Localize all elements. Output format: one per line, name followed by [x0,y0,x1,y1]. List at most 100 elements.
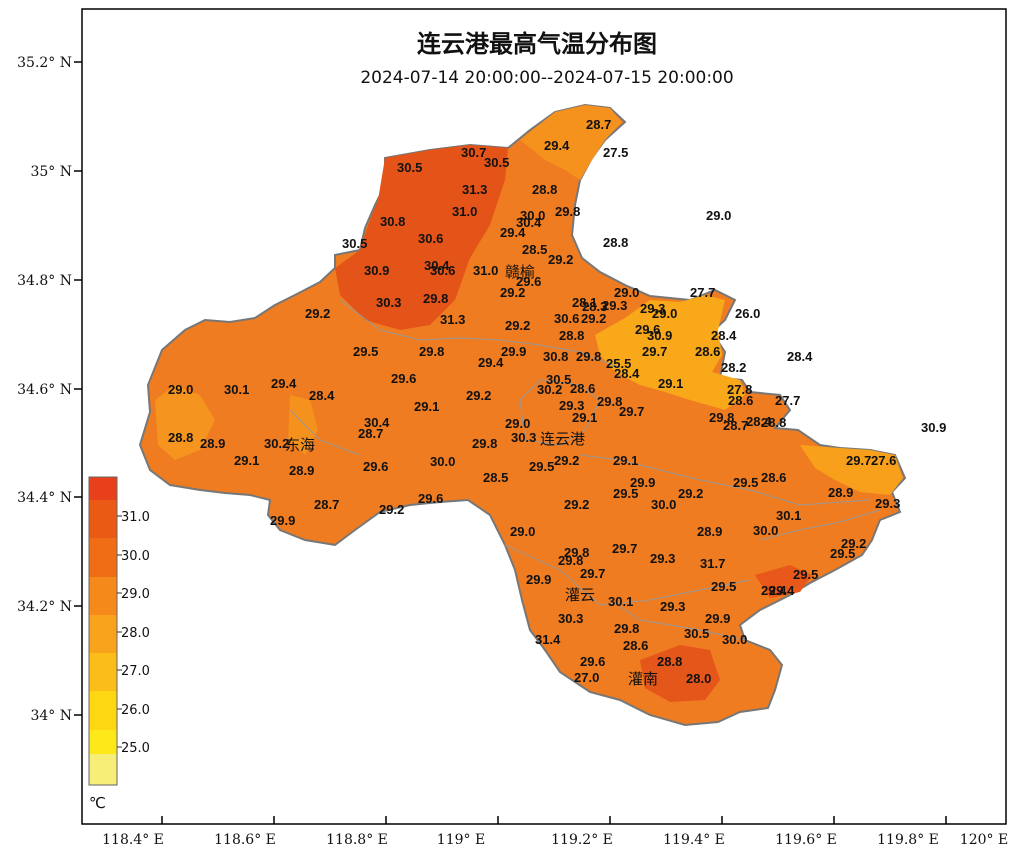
station-value: 29.4 [271,376,297,391]
legend-label: 26.0 [121,703,150,718]
station-value: 29.0 [505,416,530,431]
station-value: 27.6 [871,453,896,468]
legend-swatch [89,730,117,754]
station-value: 29.6 [363,459,388,474]
map-title: 连云港最高气温分布图 [417,30,657,58]
station-value: 29.9 [270,513,295,528]
lon-tick-label: 120° E [960,832,1008,848]
station-value: 27.8 [727,382,752,397]
station-value: 28.8 [603,235,628,250]
station-value: 28.3 [582,299,607,314]
city-label-donghai: 东海 [285,436,315,454]
station-value: 29.2 [564,497,589,512]
lon-tick-label: 119° E [437,832,485,848]
lat-tick-label: 34° N [30,708,72,724]
legend-label: 31.0 [121,510,150,525]
station-value: 28.6 [570,381,595,396]
station-value: 29.3 [875,496,900,511]
station-value: 27.0 [574,670,599,685]
station-value: 28.8 [559,328,584,343]
cool-patch-north [520,105,622,180]
legend-swatch [89,653,117,691]
station-value: 25.5 [606,356,631,371]
station-value: 30.8 [380,214,405,229]
station-value: 27.5 [603,145,628,160]
station-value: 29.7 [619,404,644,419]
city-label-guanyun: 灌云 [565,586,595,604]
station-value: 29.9 [526,572,551,587]
station-value: 30.4 [364,415,390,430]
station-value: 29.8 [597,394,622,409]
station-value: 28.6 [761,470,786,485]
station-value: 29.5 [830,546,855,561]
station-value: 26.0 [735,306,760,321]
station-value: 28.4 [309,388,335,403]
station-value: 29.8 [576,349,601,364]
lon-tick-label: 119.4° E [663,832,725,848]
legend-swatch [89,500,117,538]
station-value: 29.8 [419,344,444,359]
station-value: 29.2 [548,252,573,267]
lat-axis: 35.2° N 35° N 34.8° N 34.6° N 34.4° N 34… [17,55,82,724]
station-value: 29.8 [472,436,497,451]
color-legend: 31.0 30.0 29.0 28.0 27.0 26.0 25.0 ℃ [88,476,150,812]
station-value: 28.7 [586,117,611,132]
map-frame [81,8,1007,825]
legend-label: 27.0 [121,664,150,679]
city-label-lianyungang: 连云港 [540,430,585,448]
station-value: 30.3 [376,295,401,310]
legend-swatch [89,477,117,500]
station-value: 30.3 [558,611,583,626]
station-value: 27.7 [690,285,715,300]
station-value: 29.1 [613,453,638,468]
station-value: 29.4 [500,225,526,240]
station-value: 29.6 [635,322,660,337]
lon-tick-label: 119.8° E [877,832,939,848]
station-value: 30.9 [364,263,389,278]
station-value: 28.0 [686,671,711,686]
station-value: 30.0 [430,454,455,469]
legend-swatch [89,615,117,653]
station-value: 28.5 [522,242,547,257]
legend-swatch [89,754,117,785]
station-value: 29.5 [733,475,758,490]
legend-label: 28.0 [121,626,150,641]
station-value: 30.9 [647,328,672,343]
station-value: 29.9 [501,344,526,359]
station-value: 28.4 [711,328,737,343]
lon-tick-label: 118.8° E [326,832,388,848]
city-label-ganyu: 赣榆 [505,263,535,281]
station-value: 29.7 [580,566,605,581]
station-value: 29.5 [613,486,638,501]
station-value: 30.9 [921,420,946,435]
station-value: 30.2 [264,436,289,451]
station-value: 30.1 [776,508,801,523]
station-value: 29.7 [846,453,871,468]
legend-swatch [89,538,117,577]
station-value: 28.5 [483,470,508,485]
station-value: 28.4 [614,366,640,381]
county-boundaries [289,299,881,641]
lon-axis: 118.4° E 118.6° E 118.8° E 119° E 119.2°… [102,816,1008,848]
station-value: 29.8 [555,204,580,219]
station-value: 28.7 [723,418,748,433]
station-value: 29.2 [505,318,530,333]
station-value: 29.1 [414,399,439,414]
station-labels: 30.730.528.729.4 27.530.531.3 28.831.0 29.8… [168,117,946,686]
station-value: 29.8 [614,621,639,636]
lat-tick-label: 34.4° N [17,490,72,506]
cool-patch-east [800,445,903,495]
station-value: 29.3 [650,551,675,566]
station-value: 28.9 [200,436,225,451]
station-value: 30.5 [342,236,367,251]
lon-tick-label: 119.2° E [551,832,613,848]
station-value: 29.7 [612,541,637,556]
station-value: 28.6 [695,344,720,359]
station-value: 29.8 [709,410,734,425]
station-value: 29.7 [642,344,667,359]
station-value: 29.1 [658,376,683,391]
station-value: 30.5 [546,372,571,387]
station-value: 27.7 [775,393,800,408]
station-value: 28.8 [657,654,682,669]
